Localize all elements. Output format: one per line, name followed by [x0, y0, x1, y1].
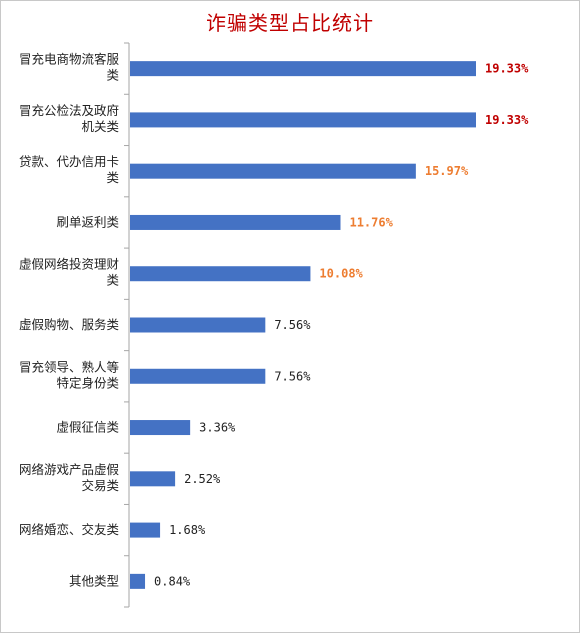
category-label: 虚假网络投资理财类	[19, 257, 120, 288]
data-label: 1.68%	[169, 523, 206, 537]
bar	[130, 368, 266, 384]
data-label: 7.56%	[274, 318, 311, 332]
bar	[130, 214, 341, 230]
bar	[130, 163, 416, 179]
category-label: 刷单返利类	[56, 214, 119, 229]
category-label: 网络婚恋、交友类	[19, 522, 120, 537]
category-label: 贷款、代办信用卡类	[19, 154, 120, 185]
bar	[130, 522, 161, 538]
bar	[130, 420, 191, 436]
data-label: 10.08%	[319, 267, 363, 281]
data-label: 11.76%	[349, 215, 393, 229]
bar	[130, 317, 266, 333]
data-label: 3.36%	[199, 421, 236, 435]
category-label: 网络游戏产品虚假交易类	[19, 462, 120, 493]
bar	[130, 573, 146, 589]
bar	[130, 112, 476, 128]
category-label: 虚假购物、服务类	[19, 317, 120, 332]
bar	[130, 266, 311, 282]
data-label: 19.33%	[485, 113, 529, 127]
bar	[130, 471, 176, 487]
category-label: 其他类型	[69, 573, 119, 588]
data-label: 7.56%	[274, 369, 311, 383]
data-label: 0.84%	[154, 574, 191, 588]
category-label: 冒充电商物流客服类	[19, 52, 120, 83]
data-label: 15.97%	[425, 164, 469, 178]
data-label: 2.52%	[184, 472, 221, 486]
bar	[130, 61, 476, 77]
category-label: 冒充公检法及政府机关类	[19, 103, 120, 134]
data-label: 19.33%	[485, 62, 529, 76]
category-label: 冒充领导、熟人等特定身份类	[19, 359, 120, 390]
category-label: 虚假征信类	[56, 420, 119, 435]
chart-title: 诈骗类型占比统计	[206, 11, 374, 35]
